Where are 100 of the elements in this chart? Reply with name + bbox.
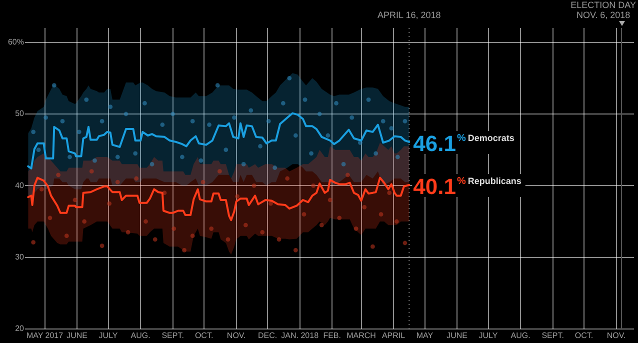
x-tick-label: SEPT. xyxy=(542,331,564,340)
point xyxy=(389,126,394,131)
point xyxy=(60,118,65,124)
text: Democrats xyxy=(468,132,514,143)
point xyxy=(172,226,176,231)
x-tick-label: NOV. xyxy=(606,331,626,340)
point xyxy=(293,248,298,252)
point xyxy=(44,115,48,120)
point xyxy=(133,151,138,156)
point xyxy=(252,183,256,188)
point xyxy=(302,212,306,217)
point xyxy=(326,133,330,138)
x-tick-label: MAY xyxy=(416,331,434,340)
point xyxy=(84,97,89,102)
point xyxy=(108,104,113,110)
y-tick-label: 60% xyxy=(8,38,24,47)
point xyxy=(182,248,186,252)
x-tick-label: JAN. 2018 xyxy=(281,331,320,340)
x-tick-label: AUG. xyxy=(130,331,150,340)
point xyxy=(150,162,154,166)
point xyxy=(142,101,147,106)
point xyxy=(52,83,56,88)
point xyxy=(31,240,36,244)
point xyxy=(215,83,220,88)
point xyxy=(287,76,292,80)
point xyxy=(56,172,61,178)
point xyxy=(36,148,41,152)
point xyxy=(395,154,400,160)
point xyxy=(341,162,346,166)
point xyxy=(226,237,230,242)
point xyxy=(209,226,214,231)
data-label: 46.1% xyxy=(413,130,466,156)
x-tick-label: APRIL xyxy=(382,331,406,340)
x-tick-label: MAY 2017 xyxy=(26,331,64,340)
point xyxy=(387,190,392,196)
point xyxy=(198,158,204,163)
point xyxy=(380,118,386,124)
point xyxy=(92,158,97,163)
point xyxy=(144,219,148,224)
point xyxy=(170,112,176,116)
y-tick-label: 40 xyxy=(15,180,25,190)
point xyxy=(115,154,120,160)
point xyxy=(100,244,104,248)
text: Republicans xyxy=(468,176,522,186)
point xyxy=(64,234,69,238)
x-tick-label: SEPT. xyxy=(162,331,184,340)
point xyxy=(317,112,322,116)
data-label: 40.1% xyxy=(413,174,466,199)
point xyxy=(180,154,184,160)
point xyxy=(115,180,120,184)
point xyxy=(200,180,206,184)
point xyxy=(48,216,52,220)
y-tick-label: 50 xyxy=(15,109,25,118)
point xyxy=(241,162,246,166)
point xyxy=(280,101,286,106)
point xyxy=(334,101,338,106)
point xyxy=(235,194,240,199)
x-tick-label: MARCH xyxy=(346,331,376,340)
point xyxy=(89,169,94,174)
point xyxy=(39,187,44,192)
x-tick-label: JUNE xyxy=(66,331,88,340)
point xyxy=(354,226,358,231)
point xyxy=(190,234,195,238)
ref-line-label: ELECTION DAY NOV. 6, 2018 xyxy=(570,0,636,20)
point xyxy=(276,237,282,242)
point xyxy=(402,240,408,246)
point xyxy=(160,122,165,127)
point xyxy=(319,222,324,228)
point xyxy=(337,216,342,220)
point xyxy=(328,198,332,202)
point xyxy=(100,118,104,124)
point xyxy=(302,97,308,102)
point xyxy=(68,154,72,160)
point xyxy=(346,172,350,178)
point xyxy=(258,144,262,148)
point xyxy=(272,166,278,170)
point xyxy=(260,230,265,234)
point xyxy=(31,130,36,134)
point xyxy=(134,176,139,181)
ref-line-label: APRIL 16, 2018 xyxy=(378,10,441,20)
point xyxy=(311,183,316,188)
point xyxy=(362,204,367,210)
point xyxy=(394,219,399,224)
point xyxy=(124,112,128,116)
point xyxy=(217,169,222,174)
point xyxy=(370,244,375,249)
x-tick-label: JULY xyxy=(98,331,118,340)
point xyxy=(402,118,408,124)
point xyxy=(374,151,378,156)
point xyxy=(232,115,236,120)
x-tick-label: JUNE xyxy=(446,331,468,340)
point xyxy=(82,219,87,224)
x-tick-label: OCT. xyxy=(574,331,594,340)
point xyxy=(72,198,78,202)
point xyxy=(285,176,290,181)
x-tick-label: NOV. xyxy=(226,331,246,340)
point xyxy=(378,212,384,217)
y-tick-label: 20 xyxy=(15,324,25,334)
point xyxy=(224,148,228,152)
point xyxy=(126,230,130,234)
